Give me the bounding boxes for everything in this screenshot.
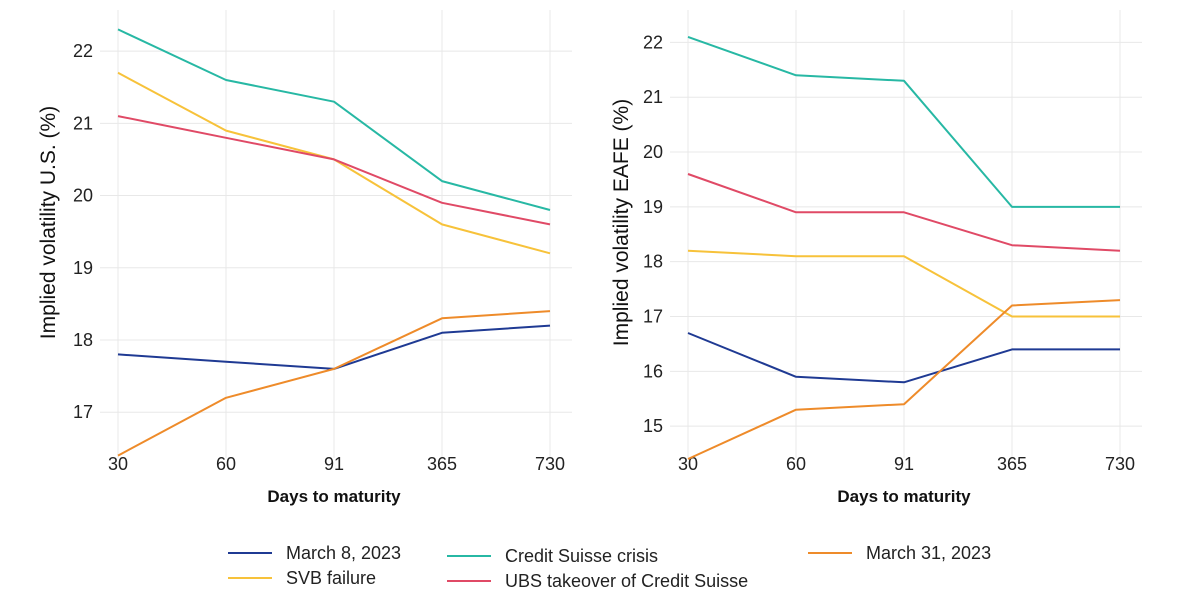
legend-label: March 31, 2023 (866, 543, 991, 563)
x-tick-label: 730 (535, 454, 565, 474)
x-tick-label: 30 (108, 454, 128, 474)
series-line (687, 299, 1121, 460)
x-tick-label: 30 (678, 454, 698, 474)
x-tick-label: 365 (427, 454, 457, 474)
legend-item: March 8, 2023 (228, 543, 401, 563)
y-tick-label: 21 (643, 87, 663, 107)
series-line (117, 115, 551, 226)
y-tick-label: 20 (73, 186, 93, 206)
series-line (687, 332, 1120, 384)
legend-label: Credit Suisse crisis (505, 546, 658, 566)
legend-label: March 8, 2023 (286, 543, 401, 563)
y-axis-title: Implied volatility EAFE (%) (610, 99, 633, 346)
y-tick-label: 15 (643, 416, 663, 436)
chart-panel-1: 17 18 19 20 21 22 30 60 91 365 730 Days to maturity… (37, 10, 572, 506)
series-line (687, 249, 1120, 318)
y-tick-label: 18 (73, 330, 93, 350)
y-tick-label: 17 (643, 307, 663, 327)
y-tick-label: 18 (643, 252, 663, 272)
series-line (687, 35, 1120, 208)
y-tick-label: 19 (73, 258, 93, 278)
chart-panel-2: 15 16 17 18 19 20 21 22 30 60 91 365 730 Days to matu… (610, 10, 1142, 506)
x-tick-label: 60 (786, 454, 806, 474)
y-axis-title: Implied volatility U.S. (%) (37, 106, 60, 339)
x-tick-label: 60 (216, 454, 236, 474)
x-tick-label: 91 (894, 454, 914, 474)
y-tick-label: 20 (643, 142, 663, 162)
legend-item: Credit Suisse crisis (447, 546, 658, 566)
series-line (117, 310, 551, 457)
legend-item: SVB failure (228, 568, 376, 588)
legend-item: UBS takeover of Credit Suisse (447, 571, 748, 591)
x-tick-label: 730 (1105, 454, 1135, 474)
series-line (117, 28, 551, 211)
y-tick-label: 19 (643, 197, 663, 217)
x-axis-title: Days to maturity (267, 487, 401, 506)
y-tick-label: 17 (73, 402, 93, 422)
x-tick-label: 91 (324, 454, 344, 474)
y-tick-label: 16 (643, 361, 663, 381)
y-tick-label: 22 (643, 32, 663, 52)
legend-item: March 31, 2023 (808, 543, 991, 563)
legend: March 8, 2023 SVB failure Credit Suisse cr… (228, 543, 991, 591)
x-tick-label: 365 (997, 454, 1027, 474)
legend-label: UBS takeover of Credit Suisse (505, 571, 748, 591)
y-tick-label: 21 (73, 113, 93, 133)
y-tick-label: 22 (73, 41, 93, 61)
series-line (687, 173, 1121, 252)
legend-label: SVB failure (286, 568, 376, 588)
x-axis-title: Days to maturity (837, 487, 971, 506)
